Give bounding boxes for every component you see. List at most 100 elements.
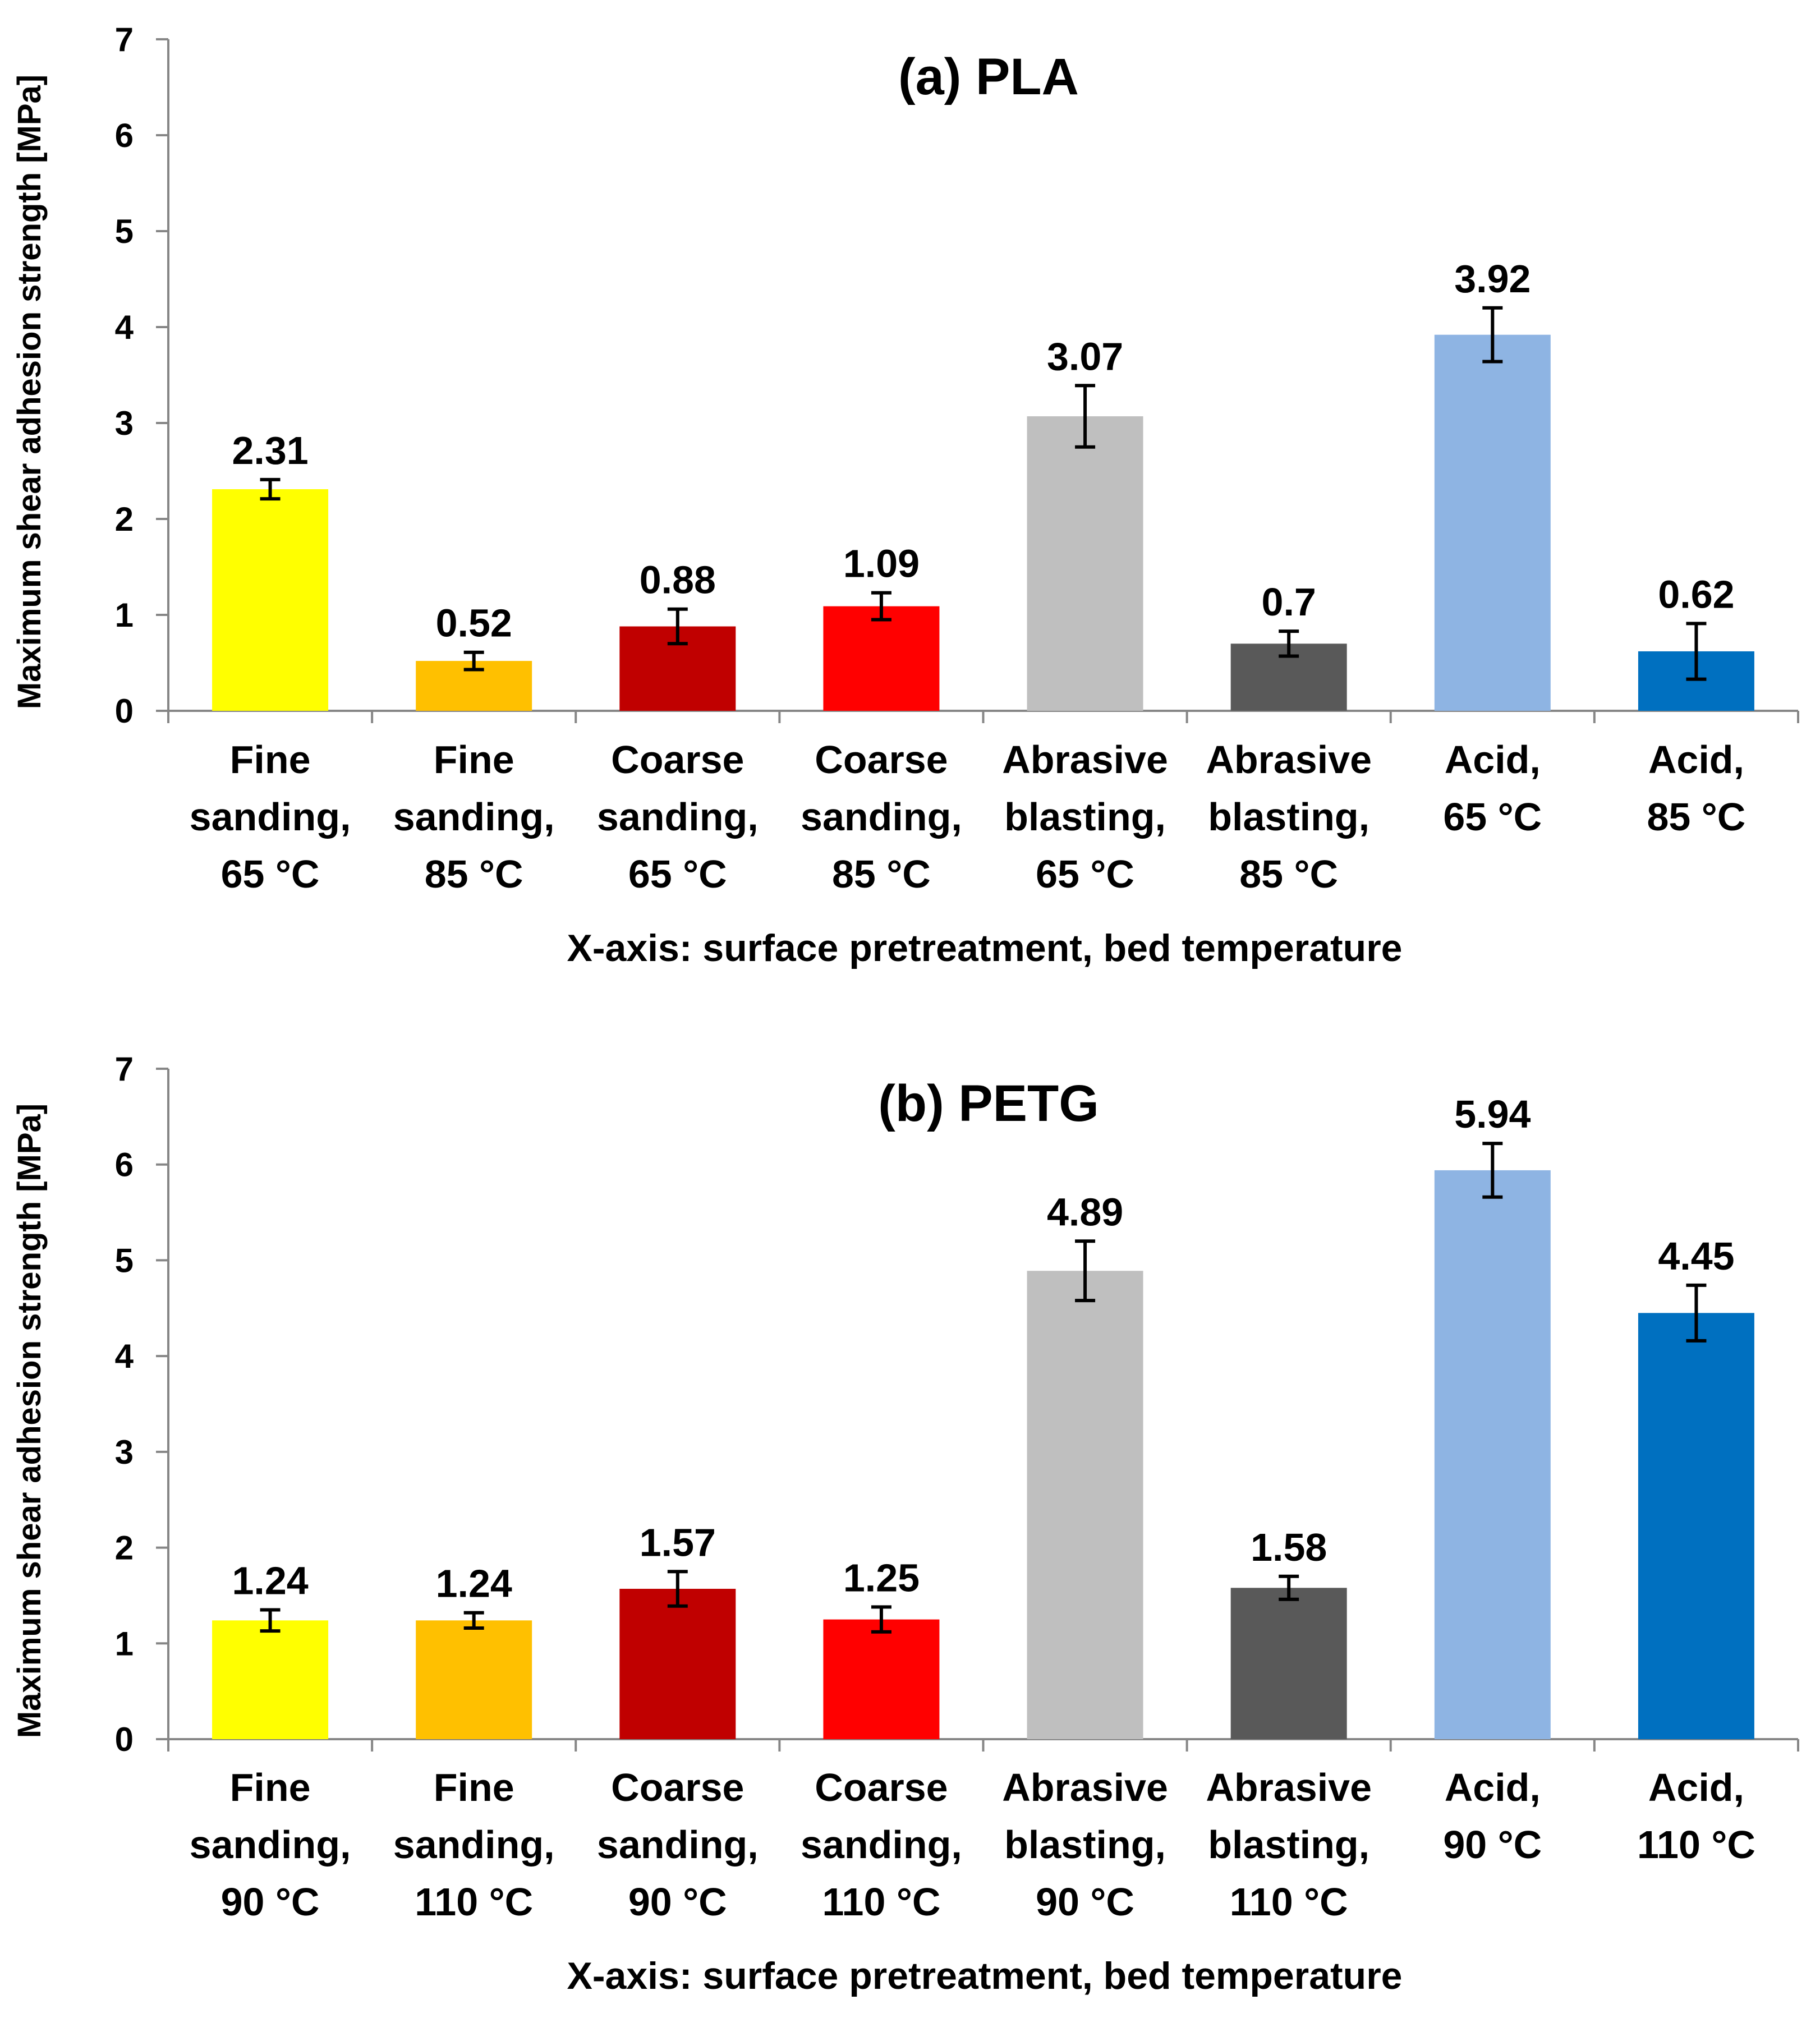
x-tick-label-line: 85 °C: [832, 852, 931, 896]
error-bar: [463, 1611, 484, 1630]
y-tick-label: 0: [115, 1721, 134, 1758]
x-tick-label-line: sanding,: [190, 795, 351, 839]
y-tick-label: 5: [115, 1242, 134, 1279]
bar: [1638, 1313, 1754, 1739]
data-label: 2.31: [232, 429, 308, 472]
x-tick-label: Fine sanding, 85 °C: [393, 738, 555, 896]
data-label: 3.07: [1047, 334, 1123, 378]
y-tick-label: 4: [115, 309, 134, 346]
data-label: 1.24: [232, 1559, 308, 1603]
error-bar: [1279, 1574, 1299, 1601]
data-label: 1.58: [1251, 1525, 1327, 1569]
x-tick-label: Acid, 65 °C: [1443, 738, 1542, 839]
y-tick-label: 0: [115, 692, 134, 730]
bar: [416, 1620, 532, 1739]
error-bar: [463, 650, 484, 672]
data-label: 1.09: [843, 542, 920, 586]
x-tick-label-line: Coarse: [815, 1766, 948, 1809]
x-tick-label: Coarse sanding, 85 °C: [801, 738, 962, 896]
data-label: 1.24: [436, 1562, 512, 1606]
x-tick-label-line: 90 °C: [221, 1880, 320, 1924]
y-tick-label: 4: [115, 1337, 134, 1375]
error-bar: [667, 607, 688, 646]
x-tick-label-line: 90 °C: [628, 1880, 727, 1924]
y-tick-label: 3: [115, 1433, 134, 1471]
data-label: 1.57: [640, 1520, 716, 1564]
error-bar: [260, 477, 281, 501]
x-tick-label-line: Acid,: [1445, 738, 1541, 782]
x-tick-label-line: blasting,: [1004, 795, 1166, 839]
x-tick-label-line: 90 °C: [1443, 1823, 1542, 1867]
data-label: 0.52: [436, 601, 512, 645]
x-tick-label: Abrasive blasting, 90 °C: [1002, 1766, 1168, 1924]
x-tick-label: Coarse sanding, 110 °C: [801, 1766, 962, 1924]
x-tick-label-line: 110 °C: [415, 1880, 533, 1924]
x-tick-label: Fine sanding, 110 °C: [393, 1766, 555, 1924]
data-label: 0.62: [1658, 572, 1734, 616]
data-label: 4.45: [1658, 1234, 1734, 1278]
x-tick-label: Acid, 110 °C: [1637, 1766, 1755, 1867]
x-tick-label-line: sanding,: [801, 1823, 962, 1867]
x-tick-label-line: sanding,: [597, 1823, 759, 1867]
y-tick-label: 6: [115, 117, 134, 154]
x-tick-label-line: Fine: [230, 738, 311, 782]
x-tick-label-line: Fine: [434, 738, 514, 782]
bar: [212, 489, 329, 711]
x-tick-label: Acid, 90 °C: [1443, 1766, 1542, 1867]
error-bar: [871, 1605, 891, 1634]
x-tick-label-line: Coarse: [611, 738, 744, 782]
x-tick-label-line: 110 °C: [822, 1880, 940, 1924]
y-tick-label: 1: [115, 596, 134, 634]
x-tick-label: Acid, 85 °C: [1647, 738, 1746, 839]
error-bar: [1686, 622, 1707, 681]
x-tick-label: Fine sanding, 90 °C: [190, 1766, 351, 1924]
x-tick-label-line: 85 °C: [1647, 795, 1746, 839]
bar: [212, 1620, 329, 1739]
x-tick-label-line: sanding,: [393, 1823, 555, 1867]
y-tick-label: 1: [115, 1625, 134, 1662]
y-axis-label: Maximum shear adhesion strength [MPa]: [11, 1104, 48, 1738]
bar: [823, 606, 940, 711]
x-tick-label-line: 65 °C: [1443, 795, 1542, 839]
x-tick-label-line: Abrasive: [1002, 1766, 1168, 1809]
x-tick-label-line: sanding,: [190, 1823, 351, 1867]
x-tick-label-line: 110 °C: [1637, 1823, 1755, 1867]
data-label: 0.7: [1262, 580, 1316, 624]
x-tick-label-line: Fine: [230, 1766, 311, 1809]
x-tick-label-line: Abrasive: [1002, 738, 1168, 782]
x-tick-label-line: 65 °C: [1036, 852, 1134, 896]
x-tick-label-line: sanding,: [801, 795, 962, 839]
x-tick-label-line: Acid,: [1445, 1766, 1541, 1809]
bar: [1027, 1271, 1143, 1739]
x-tick-label-line: blasting,: [1208, 1823, 1369, 1867]
x-tick-label: Abrasive blasting, 65 °C: [1002, 738, 1168, 896]
bar: [823, 1619, 940, 1739]
y-tick-label: 7: [115, 1050, 134, 1088]
y-tick-label: 7: [115, 21, 134, 58]
error-bar: [1686, 1283, 1707, 1343]
data-label: 3.92: [1454, 257, 1531, 301]
x-tick-label: Abrasive blasting, 85 °C: [1206, 738, 1372, 896]
x-tick-label-line: Acid,: [1648, 738, 1744, 782]
y-tick-label: 2: [115, 500, 134, 538]
x-tick-label: Coarse sanding, 90 °C: [597, 1766, 759, 1924]
error-bar: [871, 591, 891, 622]
x-tick-label-line: blasting,: [1004, 1823, 1166, 1867]
x-tick-label-line: Abrasive: [1206, 1766, 1372, 1809]
error-bar: [667, 1570, 688, 1608]
x-tick-label-line: blasting,: [1208, 795, 1369, 839]
x-tick-label-line: 90 °C: [1036, 1880, 1134, 1924]
y-axis-label: Maximum shear adhesion strength [MPa]: [11, 75, 48, 709]
data-label: 1.25: [843, 1556, 920, 1599]
x-tick-label-line: Fine: [434, 1766, 514, 1809]
error-bar: [1482, 306, 1503, 364]
chart-title: (b) PETG: [878, 1075, 1099, 1132]
x-tick-label-line: Coarse: [815, 738, 948, 782]
x-tick-label-line: sanding,: [597, 795, 759, 839]
y-tick-label: 5: [115, 213, 134, 250]
data-label: 4.89: [1047, 1190, 1123, 1234]
x-tick-label-line: Acid,: [1648, 1766, 1744, 1809]
chart-panel-b: 0 1 2 3 4 5 6 7 1.24 Fine sanding, 90 °C 1.24 Fine san…: [11, 1050, 1799, 1997]
x-tick-label-line: 65 °C: [221, 852, 320, 896]
